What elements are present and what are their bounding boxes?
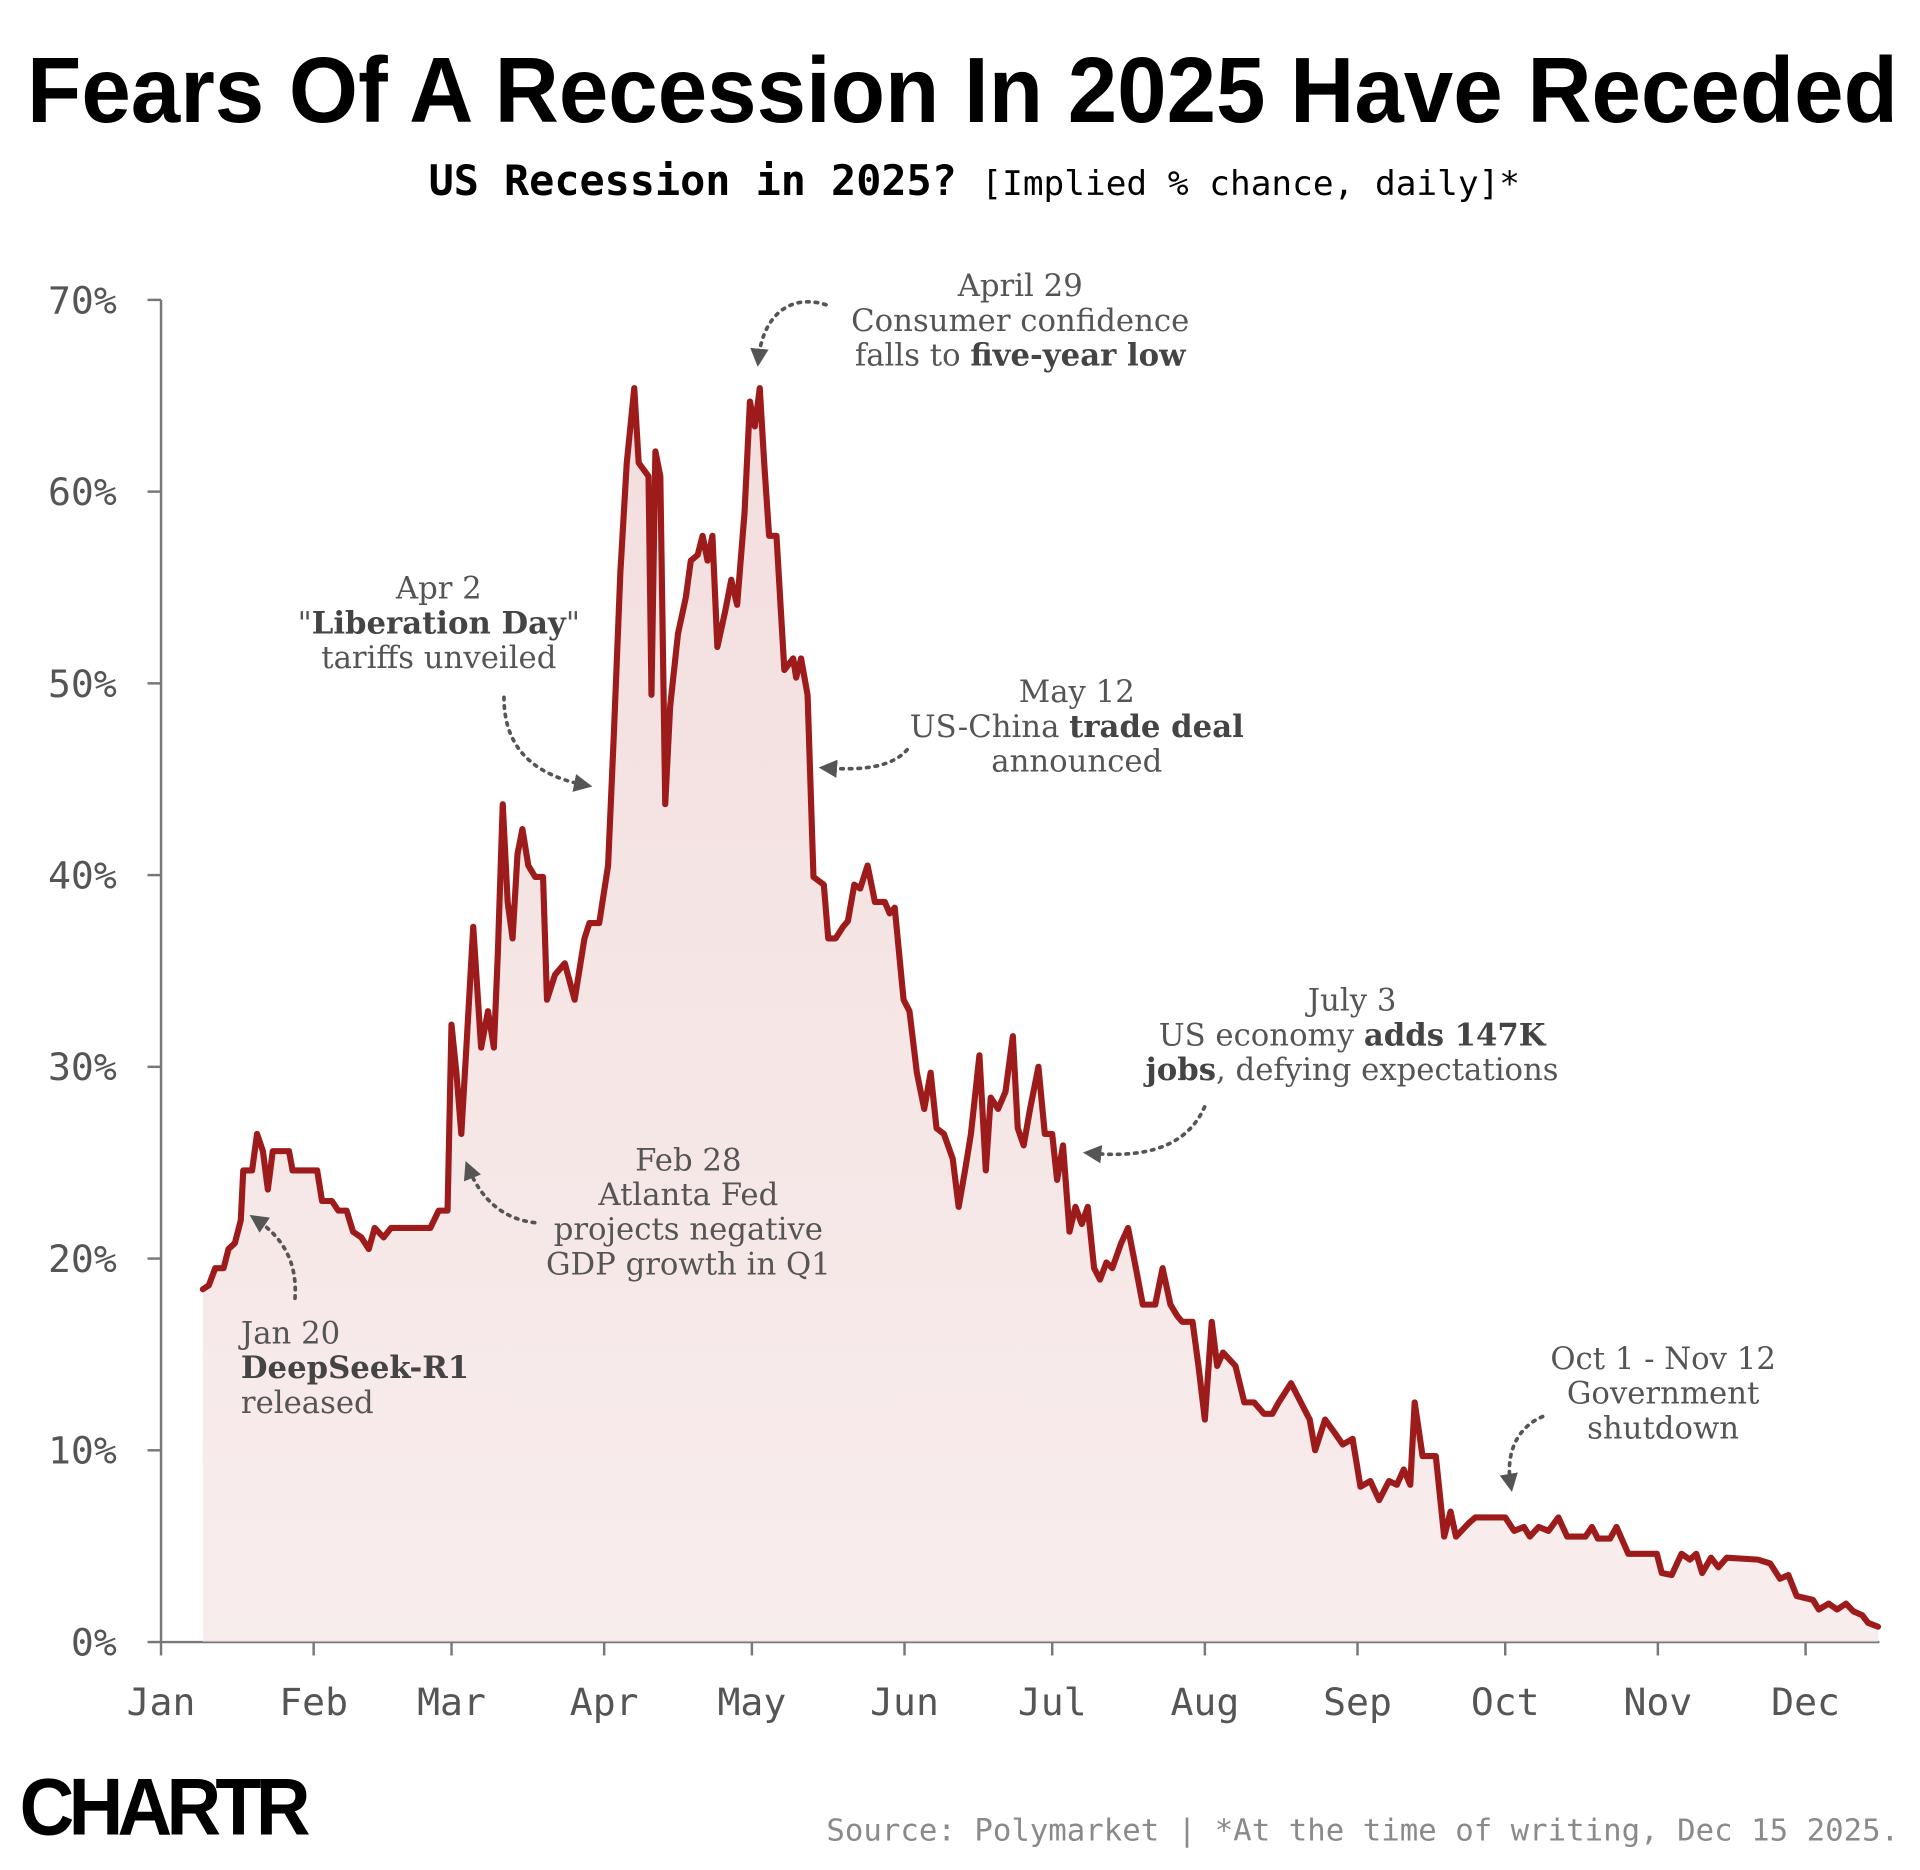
- source: Source: Polymarket | *At the time of wri…: [826, 1814, 1899, 1849]
- annotation-line: US economy adds 147K: [1159, 1017, 1547, 1053]
- annotation-line: April 29: [957, 269, 1083, 304]
- x-tick-label: Apr: [570, 1680, 639, 1724]
- subtitle: US Recession in 2025? [Implied % chance, …: [369, 156, 1555, 205]
- annotation-line: Consumer confidence: [851, 304, 1189, 339]
- annotation-line: announced: [991, 745, 1162, 780]
- x-tick-label: Dec: [1771, 1680, 1840, 1724]
- subtitle-note: [Implied % chance, daily]*: [981, 164, 1520, 204]
- arrow: [249, 1214, 298, 1301]
- arrow: [818, 747, 909, 778]
- annotation-text: Atlanta Fed: [597, 1178, 778, 1213]
- arrow: [1082, 1105, 1207, 1164]
- annotation-text: tariffs unveiled: [321, 641, 556, 676]
- annotation-line: projects negative: [554, 1213, 823, 1248]
- annotation-line: Oct 1 - Nov 12: [1550, 1342, 1776, 1377]
- annotation-text: Jan 20: [238, 1316, 340, 1351]
- area: [202, 388, 1878, 1643]
- annotation-text: July 3: [1305, 984, 1397, 1019]
- annotation-text: April 29: [957, 269, 1083, 304]
- annotation-line: falls to five-year low: [855, 338, 1186, 374]
- annotation-text: ": [566, 606, 580, 641]
- annotation-text: shutdown: [1587, 1412, 1739, 1447]
- x-tick-label: Jul: [1018, 1680, 1087, 1724]
- annotation-line: DeepSeek-R1: [241, 1350, 469, 1386]
- y-tick-label: 40%: [48, 854, 117, 898]
- y-tick-label: 10%: [48, 1429, 117, 1473]
- annotation-line: May 12: [1019, 675, 1135, 710]
- chart-title: Fears Of A Recession In 2025 Have Recede…: [27, 38, 1898, 142]
- annotation-text: Liberation Day: [312, 605, 567, 641]
- y-tick-label: 50%: [48, 662, 117, 706]
- logo: CHARTR: [20, 1763, 310, 1853]
- annotation-text: trade deal: [1069, 709, 1244, 745]
- x-tick-label: Aug: [1170, 1680, 1239, 1724]
- annotation-line: Apr 2: [395, 572, 482, 607]
- x-tick-label: Sep: [1323, 1680, 1392, 1724]
- annotation-line: tariffs unveiled: [321, 641, 556, 676]
- arrow: [502, 695, 593, 792]
- annotation-line: shutdown: [1587, 1412, 1739, 1447]
- annotation-line: "Liberation Day": [298, 605, 580, 641]
- x-tick-label: Jan: [127, 1680, 196, 1724]
- x-tick-label: Mar: [417, 1680, 486, 1724]
- arrow: [750, 299, 828, 367]
- annotation-line: Atlanta Fed: [597, 1178, 778, 1213]
- annotation-text: Government: [1567, 1377, 1760, 1412]
- annotation-text: GDP growth in Q1: [546, 1248, 831, 1283]
- annotation-text: adds 147K: [1364, 1017, 1547, 1053]
- subtitle-main: US Recession in 2025?: [429, 156, 957, 205]
- annotation-line: jobs, defying expectations: [1143, 1052, 1559, 1088]
- y-tick-label: 30%: [48, 1045, 117, 1089]
- annotation-line: Government: [1567, 1377, 1760, 1412]
- annotation-line: US-China trade deal: [910, 709, 1244, 745]
- annotation-text: falls to: [855, 339, 970, 374]
- annotation-text: May 12: [1019, 675, 1135, 710]
- annotation-line: released: [241, 1386, 374, 1421]
- y-tick-label: 20%: [48, 1237, 117, 1281]
- plot-area: 0% 10% 20% 30% 40% 50% 60% 70% Jan Feb Mar Apr May Ju…: [48, 278, 1882, 1724]
- arrow: [463, 1161, 537, 1225]
- y-tick-label: 60%: [48, 470, 117, 514]
- annotation-text: DeepSeek-R1: [241, 1350, 469, 1386]
- x-tick-label: Oct: [1471, 1680, 1540, 1724]
- annotation-text: US economy: [1159, 1018, 1364, 1053]
- annotation-text: Apr 2: [395, 572, 482, 607]
- x-tick-label: Feb: [279, 1680, 348, 1724]
- annotation-text: projects negative: [554, 1213, 823, 1248]
- line: [199, 385, 1882, 1630]
- y-tick-label: 0%: [71, 1621, 117, 1665]
- annotation-text: announced: [991, 745, 1162, 780]
- annotation-line: Jan 20: [238, 1316, 340, 1351]
- x-tick-label: Jun: [870, 1680, 939, 1724]
- annotation-text: Consumer confidence: [851, 304, 1189, 339]
- annotation-text: released: [241, 1386, 374, 1421]
- annotation-line: July 3: [1305, 984, 1397, 1019]
- annotation-text: ": [298, 606, 312, 641]
- x-tick-label: May: [717, 1680, 786, 1724]
- annotation-text: Oct 1 - Nov 12: [1550, 1342, 1776, 1377]
- x-tick-label: Nov: [1623, 1680, 1692, 1724]
- annotation-line: GDP growth in Q1: [546, 1248, 831, 1283]
- annotation-text: Feb 28: [635, 1143, 741, 1178]
- arrow: [1499, 1414, 1545, 1492]
- annotation-text: jobs: [1143, 1052, 1216, 1088]
- arrows: [249, 299, 1545, 1492]
- annotation-line: Feb 28: [635, 1143, 741, 1178]
- annotation-text: US-China: [910, 710, 1069, 745]
- annotation-text: five-year low: [970, 338, 1186, 374]
- y-tick-label: 70%: [48, 278, 117, 322]
- annotation-text: , defying expectations: [1216, 1053, 1559, 1088]
